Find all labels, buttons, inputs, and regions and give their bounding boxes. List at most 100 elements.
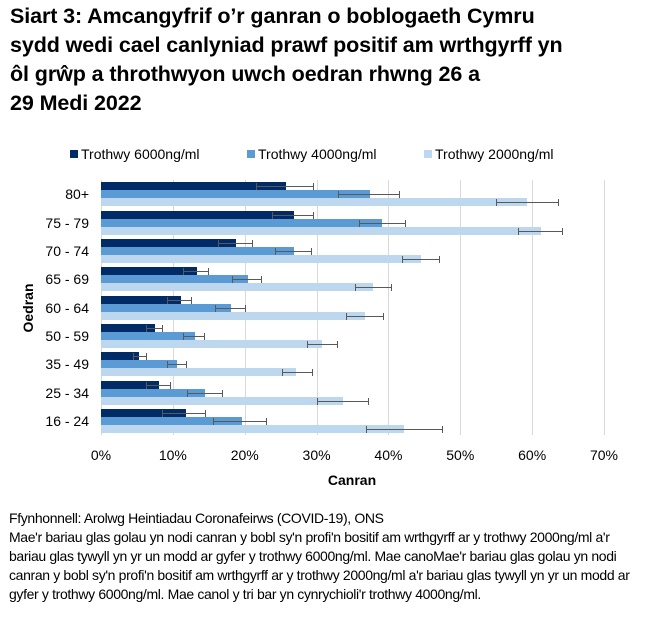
bar [101, 218, 382, 227]
error-bar [162, 412, 206, 414]
error-bar-cap [162, 324, 164, 332]
y-axis-label: 25 - 34 [45, 384, 89, 401]
error-bar-cap [213, 417, 215, 425]
error-bar [338, 194, 400, 196]
bar [101, 416, 242, 425]
error-bar-cap [205, 409, 207, 417]
legend-label: Trothwy 2000ng/ml [435, 146, 554, 162]
error-bar-cap [307, 340, 309, 348]
error-bar-cap [282, 369, 284, 377]
error-bar-cap [346, 312, 348, 320]
bar [101, 210, 295, 219]
error-bar-cap [562, 227, 564, 235]
x-axis-tick-label: 30% [302, 447, 331, 463]
error-bar-cap [518, 227, 520, 235]
bar [101, 352, 140, 361]
error-bar-cap [146, 324, 148, 332]
bar [101, 226, 542, 235]
chart-footer: Ffynhonnell: Arolwg Heintiadau Coronafei… [9, 509, 639, 604]
error-bar [187, 392, 223, 394]
legend-item-6000: Trothwy 6000ng/ml [70, 146, 200, 162]
error-bar-cap [312, 183, 314, 191]
y-axis-label: 75 - 79 [45, 214, 89, 231]
y-axis-label: 65 - 69 [45, 271, 89, 288]
error-bar-cap [439, 255, 441, 263]
chart-title: Siart 3: Amcangyfrif o’r ganran o boblog… [10, 2, 640, 118]
y-axis-label: 50 - 59 [45, 327, 89, 344]
error-bar-cap [383, 312, 385, 320]
bar [101, 360, 178, 369]
bar [101, 303, 232, 312]
error-bar-cap [399, 191, 401, 199]
error-bar-cap [261, 276, 263, 284]
legend-swatch-2000 [424, 150, 432, 158]
error-bar-cap [274, 247, 276, 255]
error-bar [167, 299, 191, 301]
error-bar [358, 222, 405, 224]
bar [101, 190, 371, 199]
error-bar-cap [167, 361, 169, 369]
bar [101, 388, 206, 397]
error-bar [346, 315, 384, 317]
error-bar [274, 250, 311, 252]
gridline [604, 180, 605, 435]
error-bar [402, 258, 440, 260]
error-bar-cap [358, 219, 360, 227]
y-axis-label: 60 - 64 [45, 299, 89, 316]
legend-swatch-6000 [70, 150, 78, 158]
y-axis-label: 35 - 49 [45, 356, 89, 373]
error-bar-cap [442, 425, 444, 433]
error-bar-cap [312, 369, 314, 377]
error-bar-cap [167, 296, 169, 304]
error-bar [317, 400, 368, 402]
error-bar [146, 327, 163, 329]
error-bar-cap [215, 304, 217, 312]
legend-label: Trothwy 4000ng/ml [258, 146, 377, 162]
error-bar [132, 356, 146, 358]
error-bar-cap [317, 397, 319, 405]
error-bar-cap [251, 239, 253, 247]
legend-item-4000: Trothwy 4000ng/ml [247, 146, 377, 162]
error-bar-cap [132, 353, 134, 361]
error-bar-cap [312, 211, 314, 219]
error-bar [167, 364, 186, 366]
gridline [316, 180, 318, 435]
error-bar-cap [245, 304, 247, 312]
x-axis-tick-label: 50% [446, 447, 475, 463]
bar [101, 182, 287, 191]
bar [101, 368, 297, 377]
error-bar-cap [272, 211, 274, 219]
source-note: Ffynhonnell: Arolwg Heintiadau Coronafei… [9, 510, 384, 526]
bar [101, 331, 196, 340]
chart-description: Mae'r bariau glas golau yn nodi canran y… [9, 529, 630, 602]
error-bar-cap [355, 284, 357, 292]
error-bar [182, 335, 204, 337]
bar [101, 267, 198, 276]
error-bar [366, 428, 443, 430]
plot-area [101, 180, 605, 435]
error-bar-cap [208, 268, 210, 276]
error-bar-cap [337, 340, 339, 348]
y-axis-label: 16 - 24 [45, 412, 89, 429]
bar [101, 246, 295, 255]
error-bar-cap [185, 361, 187, 369]
gridline [460, 180, 462, 435]
error-bar-cap [391, 284, 393, 292]
error-bar-cap [187, 389, 189, 397]
x-axis-tick-label: 40% [374, 447, 403, 463]
error-bar-cap [402, 255, 404, 263]
legend-label: Trothwy 6000ng/ml [81, 146, 200, 162]
error-bar [231, 279, 262, 281]
error-bar-cap [496, 199, 498, 207]
bar [101, 275, 249, 284]
x-axis-tick-label: 70% [589, 447, 619, 463]
y-axis-label: 80+ [65, 186, 89, 203]
bar [101, 238, 237, 247]
bar [101, 254, 422, 263]
error-bar [518, 230, 563, 232]
error-bar-cap [182, 268, 184, 276]
x-axis-tick-label: 10% [158, 447, 187, 463]
chart-title-line: Siart 3: Amcangyfrif o’r ganran o boblog… [10, 4, 535, 28]
error-bar-cap [218, 239, 220, 247]
error-bar [182, 271, 209, 273]
